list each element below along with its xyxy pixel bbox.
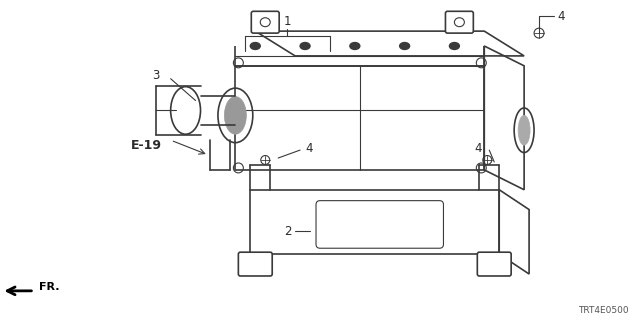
Ellipse shape (449, 43, 460, 50)
Text: 4: 4 (474, 142, 482, 155)
Text: TRT4E0500: TRT4E0500 (578, 306, 628, 315)
Ellipse shape (250, 43, 260, 50)
Text: 2: 2 (284, 225, 292, 238)
Ellipse shape (225, 97, 246, 134)
Text: 4: 4 (557, 10, 564, 23)
Ellipse shape (300, 43, 310, 50)
Text: 3: 3 (152, 69, 159, 82)
FancyBboxPatch shape (445, 11, 474, 33)
Text: 4: 4 (305, 142, 312, 155)
FancyBboxPatch shape (252, 11, 279, 33)
FancyBboxPatch shape (238, 252, 272, 276)
Text: FR.: FR. (39, 282, 60, 292)
Ellipse shape (350, 43, 360, 50)
FancyBboxPatch shape (477, 252, 511, 276)
Ellipse shape (518, 116, 530, 145)
Text: E-19: E-19 (131, 139, 162, 152)
Text: 1: 1 (284, 15, 291, 28)
FancyBboxPatch shape (316, 201, 444, 248)
Ellipse shape (399, 43, 410, 50)
